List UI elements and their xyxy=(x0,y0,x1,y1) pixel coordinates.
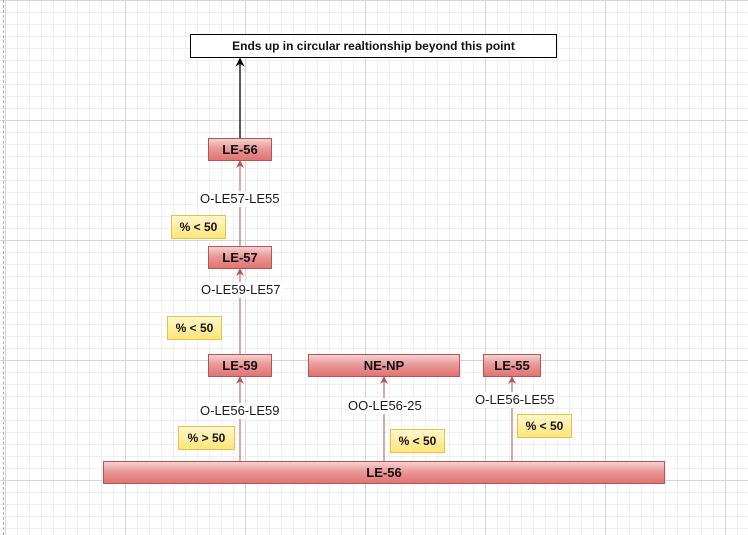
node-le-57[interactable]: LE-57 xyxy=(208,246,272,269)
edge-label-base-to-le55[interactable]: O-LE56-LE55 xyxy=(474,392,556,408)
canvas-left-border xyxy=(3,0,4,535)
badge-le59-to-le57[interactable]: % < 50 xyxy=(167,316,222,340)
edge-label-le59-to-le57[interactable]: O-LE59-LE57 xyxy=(200,282,282,298)
node-le-55[interactable]: LE-55 xyxy=(483,354,541,377)
badge-base-to-nenp[interactable]: % < 50 xyxy=(390,429,445,453)
circular-relationship-note[interactable]: Ends up in circular realtionship beyond … xyxy=(190,34,557,58)
badge-le57-to-le56[interactable]: % < 50 xyxy=(171,215,226,239)
node-le-59[interactable]: LE-59 xyxy=(208,354,272,377)
node-ne-np[interactable]: NE-NP xyxy=(308,354,460,377)
edge-label-base-to-le59[interactable]: O-LE56-LE59 xyxy=(199,403,281,419)
badge-base-to-le55[interactable]: % < 50 xyxy=(517,414,572,438)
edge-label-le57-to-le56[interactable]: O-LE57-LE55 xyxy=(199,191,281,207)
badge-base-to-le59[interactable]: % > 50 xyxy=(178,426,235,450)
edge-label-base-to-nenp[interactable]: OO-LE56-25 xyxy=(347,398,423,414)
node-le-56-base[interactable]: LE-56 xyxy=(103,461,665,484)
node-le-56-top[interactable]: LE-56 xyxy=(208,138,272,161)
